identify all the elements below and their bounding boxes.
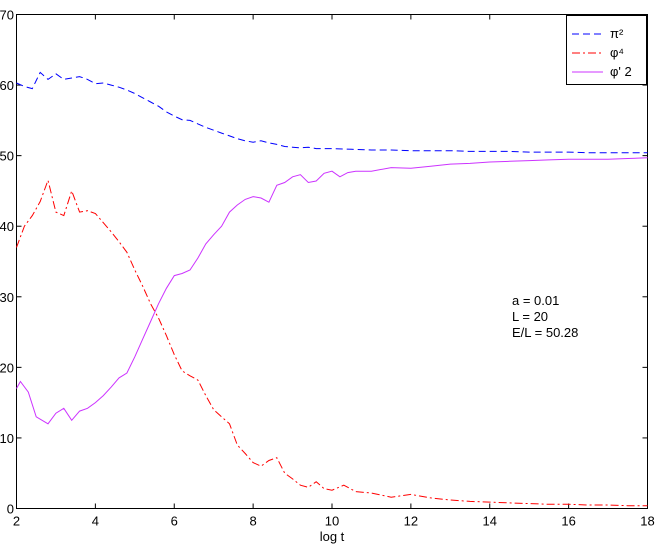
legend-label-phiprime2: φ' 2 xyxy=(610,64,632,79)
x-tick-label: 2 xyxy=(13,514,20,529)
y-tick-label: 50 xyxy=(0,149,14,164)
tick-labels: 2 4 6 8 10 12 14 16 18 0 10 20 30 40 50 60 70 xyxy=(0,8,655,529)
x-tick-label: 10 xyxy=(325,514,339,529)
legend: π² φ⁴ φ' 2 xyxy=(566,15,647,85)
series-line-phiprime2 xyxy=(16,157,648,425)
y-tick-label: 10 xyxy=(0,431,14,446)
x-tick-label: 6 xyxy=(171,514,178,529)
legend-box xyxy=(566,15,647,85)
x-tick-label: 18 xyxy=(640,514,654,529)
x-tick-label: 8 xyxy=(250,514,257,529)
x-axis-label: log t xyxy=(320,529,345,544)
parameter-annotations: a = 0.01 L = 20 E/L = 50.28 xyxy=(512,293,578,340)
series-line-phi4 xyxy=(16,178,648,507)
series-lines xyxy=(16,71,648,507)
y-tick-label: 40 xyxy=(0,219,14,234)
series-line-pi2 xyxy=(16,71,648,154)
x-tick-label: 16 xyxy=(561,514,575,529)
annotation-a: a = 0.01 xyxy=(512,293,559,308)
y-tick-label: 70 xyxy=(0,8,14,23)
y-tick-label: 30 xyxy=(0,290,14,305)
annotation-L: L = 20 xyxy=(512,309,548,324)
annotation-EL: E/L = 50.28 xyxy=(512,325,578,340)
x-tick-label: 12 xyxy=(404,514,418,529)
axis-ticks xyxy=(16,14,648,509)
y-tick-label: 0 xyxy=(7,502,14,517)
legend-label-phi4: φ⁴ xyxy=(610,45,624,60)
x-tick-label: 4 xyxy=(92,514,99,529)
plot-frame xyxy=(16,14,648,509)
legend-label-pi2: π² xyxy=(610,26,624,41)
y-tick-label: 20 xyxy=(0,360,14,375)
y-tick-label: 60 xyxy=(0,78,14,93)
x-tick-label: 14 xyxy=(483,514,497,529)
